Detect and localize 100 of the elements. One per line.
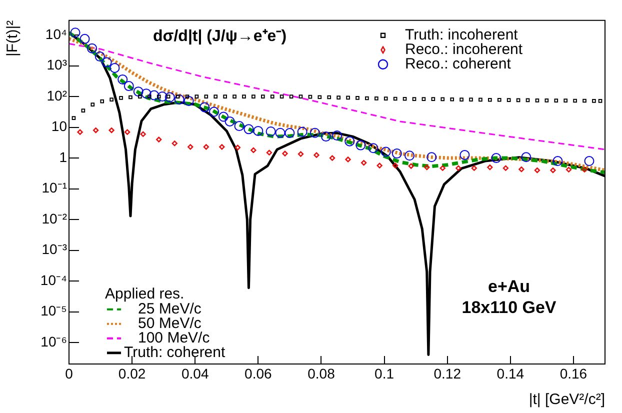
point — [133, 86, 144, 97]
point — [566, 166, 572, 172]
point — [365, 96, 369, 100]
annotation: e+Au — [488, 277, 530, 296]
point — [110, 62, 120, 73]
point — [344, 136, 355, 146]
point — [282, 150, 288, 156]
point — [219, 144, 225, 150]
point — [535, 98, 540, 102]
point — [431, 97, 436, 101]
point — [392, 148, 402, 159]
point — [128, 95, 132, 100]
point — [310, 128, 320, 138]
x-tick-label: 0.08 — [308, 365, 336, 382]
point — [200, 102, 210, 112]
point — [87, 43, 98, 54]
point — [469, 98, 473, 102]
point — [314, 152, 320, 158]
point — [124, 81, 134, 92]
point — [118, 74, 128, 84]
x-tick-label: 0 — [65, 365, 74, 382]
point — [392, 162, 398, 168]
x-tick-label: 0.12 — [434, 365, 462, 382]
point — [244, 124, 254, 134]
point — [526, 98, 530, 102]
point — [361, 160, 367, 166]
point — [404, 150, 415, 161]
x-tick-label: 0.06 — [244, 365, 272, 382]
point — [214, 94, 218, 98]
point — [176, 94, 180, 98]
legend-label: 100 MeV/c — [138, 330, 210, 347]
point — [110, 98, 114, 102]
point — [204, 94, 208, 98]
point — [184, 96, 194, 106]
point — [266, 150, 272, 156]
point — [584, 156, 594, 166]
point — [242, 94, 246, 98]
point — [384, 96, 388, 100]
legend-label: Reco.: incoherent — [405, 41, 524, 58]
point — [552, 156, 563, 166]
point — [93, 127, 99, 134]
point — [402, 96, 407, 101]
point — [380, 146, 391, 157]
point — [234, 121, 244, 132]
point — [497, 98, 502, 102]
point — [356, 140, 366, 150]
x-tick-label: 0.16 — [560, 365, 588, 382]
point — [203, 144, 209, 150]
point — [450, 97, 454, 102]
point — [564, 98, 568, 102]
point — [592, 99, 596, 103]
point — [460, 98, 464, 102]
point — [275, 128, 286, 138]
point — [72, 116, 76, 120]
point — [156, 136, 162, 142]
point — [141, 88, 152, 99]
point — [582, 98, 586, 103]
point — [224, 116, 235, 126]
point — [234, 144, 240, 150]
point — [345, 156, 351, 162]
point — [320, 132, 331, 142]
point — [440, 165, 446, 171]
point — [100, 99, 104, 104]
point — [582, 166, 588, 172]
point — [478, 98, 482, 102]
point — [172, 140, 178, 146]
legend-label: Truth: incoherent — [405, 26, 519, 44]
point — [260, 94, 265, 98]
point — [250, 147, 256, 153]
point — [573, 98, 577, 103]
point — [598, 99, 602, 103]
legend-label: Truth: coherent — [124, 344, 226, 362]
y-tick-label: 10⁻⁴ — [40, 272, 67, 288]
point — [270, 94, 274, 98]
point — [327, 95, 332, 100]
chart-title: dσ/d|t| (J/ψ→e⁺e⁻) — [153, 28, 287, 45]
point — [368, 143, 378, 154]
point — [491, 153, 502, 164]
point — [266, 126, 276, 137]
point — [94, 52, 105, 62]
point — [188, 144, 194, 150]
y-tick-label: 10⁻⁵ — [40, 302, 67, 319]
x-tick-label: 0.1 — [374, 365, 394, 382]
point — [393, 96, 398, 101]
point — [140, 131, 146, 137]
point — [218, 112, 228, 122]
point — [185, 94, 190, 98]
point — [422, 97, 426, 101]
line-series — [69, 43, 605, 150]
point — [346, 96, 350, 100]
point — [544, 98, 549, 102]
y-tick-label: 10² — [46, 87, 68, 104]
point — [329, 155, 336, 161]
point — [376, 162, 382, 168]
point — [298, 151, 304, 157]
legend-label: Reco.: coherent — [405, 56, 512, 73]
point — [102, 57, 112, 68]
point — [289, 94, 294, 98]
point — [90, 102, 95, 106]
y-tick-label: 10 — [51, 118, 68, 134]
